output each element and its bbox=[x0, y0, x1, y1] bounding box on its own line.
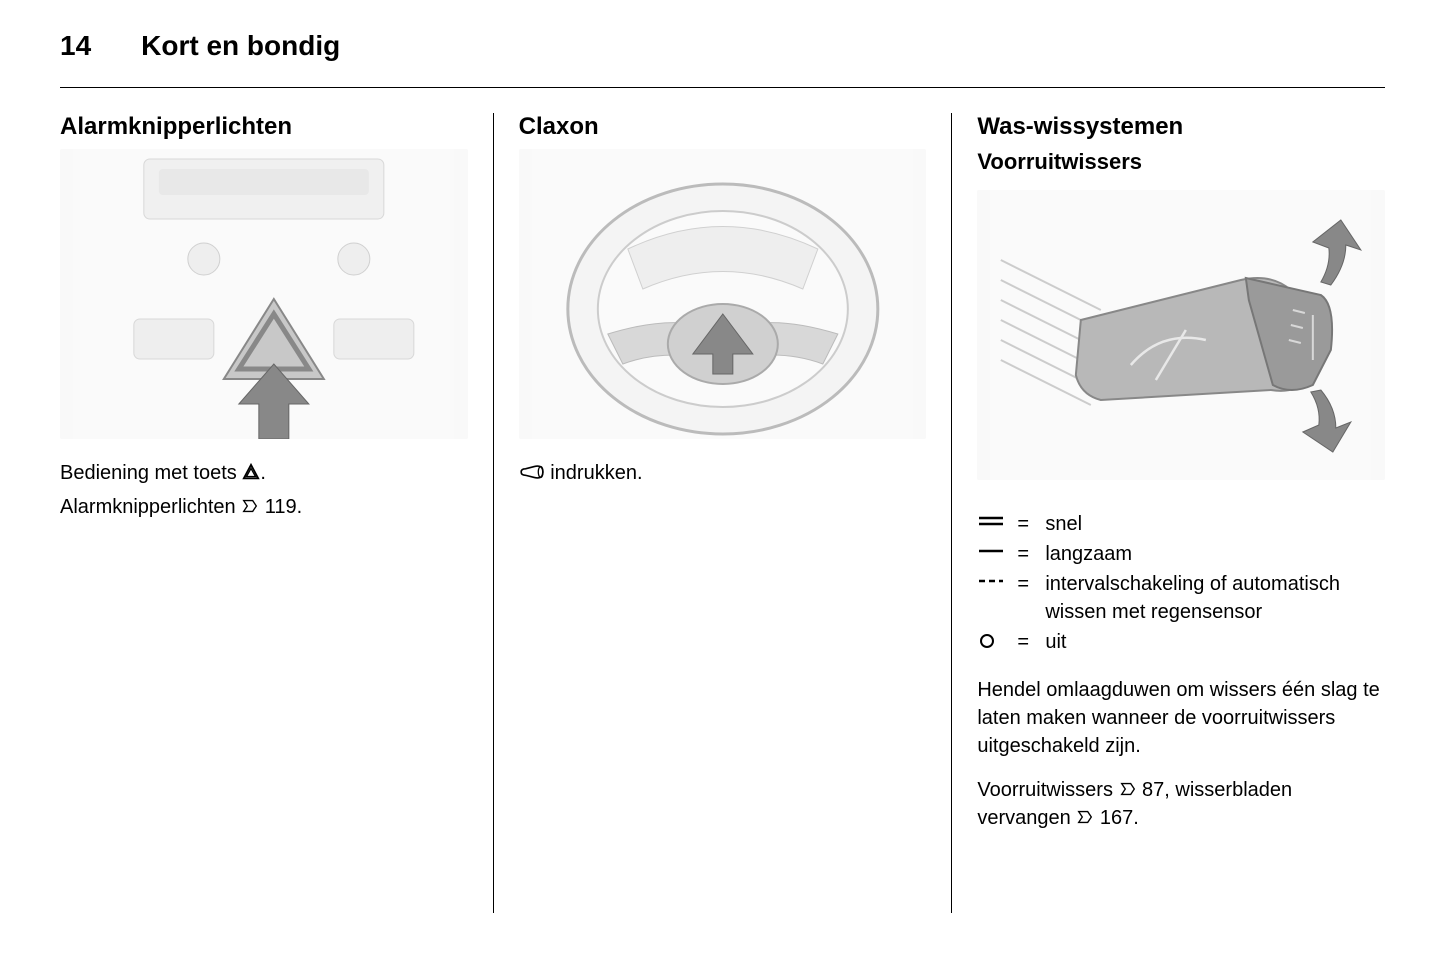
section-title-alarm: Alarmknipperlichten bbox=[60, 113, 468, 141]
horn-icon bbox=[519, 463, 545, 481]
text-fragment: indrukken. bbox=[545, 462, 643, 484]
illustration-hazard-button bbox=[60, 149, 468, 439]
column-claxon: Claxon indrukken. bbox=[494, 113, 952, 913]
page-number: 14 bbox=[60, 30, 91, 62]
legend-symbol-double-bar-icon bbox=[977, 510, 1017, 528]
text-fragment: 167. bbox=[1094, 807, 1138, 829]
section-title-claxon: Claxon bbox=[519, 113, 927, 141]
page-ref-icon bbox=[1119, 780, 1137, 798]
legend-label: snel bbox=[1045, 510, 1385, 538]
legend-symbol-dashed-bar-icon bbox=[977, 570, 1017, 588]
page-header: 14 Kort en bondig bbox=[60, 30, 1385, 88]
legend-symbol-circle-icon bbox=[977, 628, 1017, 650]
text-fragment: 119. bbox=[259, 496, 302, 518]
illustration-steering-wheel bbox=[519, 149, 927, 439]
legend-symbol-single-bar-icon bbox=[977, 540, 1017, 558]
legend-row-snel: = snel bbox=[977, 510, 1385, 538]
content-columns: Alarmknipperlichten bbox=[60, 113, 1385, 913]
claxon-text-line1: indrukken. bbox=[519, 459, 927, 487]
page-ref-icon bbox=[241, 497, 259, 515]
wiper-para1: Hendel omlaagduwen om wissers één slag t… bbox=[977, 676, 1385, 760]
legend-equals: = bbox=[1017, 510, 1045, 538]
illustration-wiper-stalk bbox=[977, 190, 1385, 480]
chapter-title: Kort en bondig bbox=[141, 30, 340, 62]
legend-label: intervalschakeling of automatisch wissen… bbox=[1045, 570, 1385, 626]
column-was-wissystemen: Was-wissystemen Voorruitwissers bbox=[952, 113, 1385, 913]
legend-equals: = bbox=[1017, 540, 1045, 568]
column-alarmknipperlichten: Alarmknipperlichten bbox=[60, 113, 493, 913]
section-title-wiper: Was-wissystemen bbox=[977, 113, 1385, 141]
legend-label: langzaam bbox=[1045, 540, 1385, 568]
page-ref-icon bbox=[1076, 808, 1094, 826]
legend-equals: = bbox=[1017, 570, 1045, 598]
legend-equals: = bbox=[1017, 628, 1045, 656]
subsection-title-voorruitwissers: Voorruitwissers bbox=[977, 149, 1385, 175]
text-fragment: Bediening met toets bbox=[60, 462, 242, 484]
wiper-para2: Voorruitwissers 87, wisserbladen vervang… bbox=[977, 776, 1385, 832]
text-fragment: Voorruitwissers bbox=[977, 779, 1118, 801]
hazard-triangle-icon bbox=[242, 463, 260, 481]
legend-label: uit bbox=[1045, 628, 1385, 656]
alarm-text-line2: Alarmknipperlichten 119. bbox=[60, 493, 468, 521]
legend-row-langzaam: = langzaam bbox=[977, 540, 1385, 568]
legend-row-interval: = intervalschakeling of automatisch wiss… bbox=[977, 570, 1385, 626]
alarm-text-line1: Bediening met toets . bbox=[60, 459, 468, 487]
wiper-legend: = snel = langzaam = intervalschakeling o… bbox=[977, 510, 1385, 658]
legend-row-uit: = uit bbox=[977, 628, 1385, 656]
text-fragment: . bbox=[260, 462, 266, 484]
text-fragment: Alarmknipperlichten bbox=[60, 496, 241, 518]
